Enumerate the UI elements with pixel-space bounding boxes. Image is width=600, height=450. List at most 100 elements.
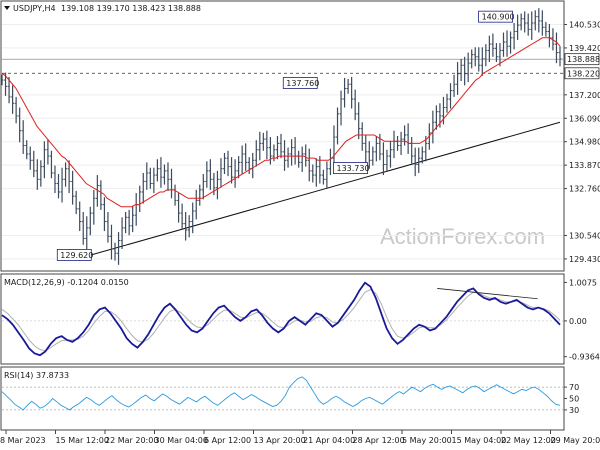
price-bar [516,14,520,40]
price-bar [88,206,92,236]
price-bar [449,83,453,109]
price-annotation: 133.730 [333,162,370,175]
price-bar [314,158,318,187]
price-bar [145,162,149,190]
price-bar [268,137,272,165]
price-bar [385,149,389,172]
price-title: USDJPY,H4 139.108 139.170 138.423 138.88… [4,4,201,13]
watermark: ActionForex.com [380,224,545,249]
price-bar [371,146,375,166]
price-ytick-label: 133.870 [569,161,600,170]
price-bar [388,141,392,168]
price-bar [470,49,474,69]
price-bar [18,107,22,143]
price-bar [194,189,198,220]
price-bar [540,10,544,36]
price-bar [117,232,121,265]
price-bar [99,180,103,210]
macd-title: MACD(12,26,9) -0.1204 0.0150 [4,278,129,287]
price-bar [300,146,304,172]
price-bar [166,162,170,191]
price-bar [307,148,311,182]
x-tick-label: 5 May 20:00 [402,436,452,445]
rsi-grid [2,386,563,411]
price-ytick-label: 129.430 [569,255,600,264]
price-bar [494,43,498,63]
price-bar [554,32,558,64]
price-bar [141,172,145,204]
current-price-label: 138.888 [567,55,600,64]
price-bar [304,144,308,167]
price-annotation-label: 133.730 [336,164,369,173]
price-bar [64,162,68,187]
price-bar [413,147,417,177]
price-bar [332,125,336,169]
price-bar [367,141,371,169]
price-ytick-label: 139.420 [569,44,600,53]
price-bar [127,209,131,236]
price-bar [533,10,537,31]
price-bar [505,30,509,57]
price-bar [208,159,212,190]
x-tick-label: 8 Mar 2023 [0,436,46,445]
x-tick-label: 30 Mar 04:00 [155,436,208,445]
price-bar [350,76,354,109]
price-bar [258,131,262,161]
price-bar [237,156,241,179]
price-annotation-label: 137.760 [286,79,319,88]
rsi-ytick-label: 30 [569,406,579,415]
price-ytick-label: 130.540 [569,231,600,240]
price-bar [0,74,4,86]
rsi-ytick-label: 50 [569,395,579,404]
current-price-box: 138.888 [564,53,600,66]
price-bar [544,21,548,37]
price-ytick-label: 132.760 [569,185,600,194]
price-bar [466,52,470,83]
x-tick-label: 21 Apr 04:00 [303,436,355,445]
price-bar [25,140,29,160]
price-bar [57,174,61,199]
price-bar [459,58,463,82]
price-bar [78,201,82,232]
price-bar [311,164,315,183]
price-bar [261,132,265,151]
price-bar [184,212,188,241]
price-bar [71,170,75,205]
price-bar [198,184,202,206]
price-bar [35,159,39,190]
x-tick-label: 15 May 04:00 [452,436,507,445]
macd-divergence-line [437,288,538,300]
price-bar [480,47,484,76]
price-bar [275,136,279,160]
price-bar [290,139,294,166]
price-bar [240,145,244,175]
price-bar [364,134,368,164]
price-bar [95,175,99,207]
macd-ytick-label: 0.00 [569,317,587,326]
price-bar [346,78,350,94]
price-bar [177,193,181,223]
price-bar [343,77,347,108]
price-bar [452,74,456,97]
price-annotation: 129.620 [56,249,93,261]
price-bar [321,169,325,185]
price-bar [46,139,50,165]
price-bar [374,136,378,162]
moving-average-line [1,37,561,208]
price-bar [191,202,195,234]
price-bar [92,189,96,225]
price-bar [109,224,113,260]
x-tick-label: 22 Mar 20:00 [105,436,158,445]
price-bar [477,47,481,72]
price-bar [286,147,290,168]
price-bar [226,150,230,177]
price-bar [222,152,226,175]
price-bar [180,203,184,230]
price-bar [498,43,502,67]
price-bar [11,85,15,114]
price-bar [558,46,562,67]
price-bar [501,32,505,57]
price-bar [7,76,11,104]
